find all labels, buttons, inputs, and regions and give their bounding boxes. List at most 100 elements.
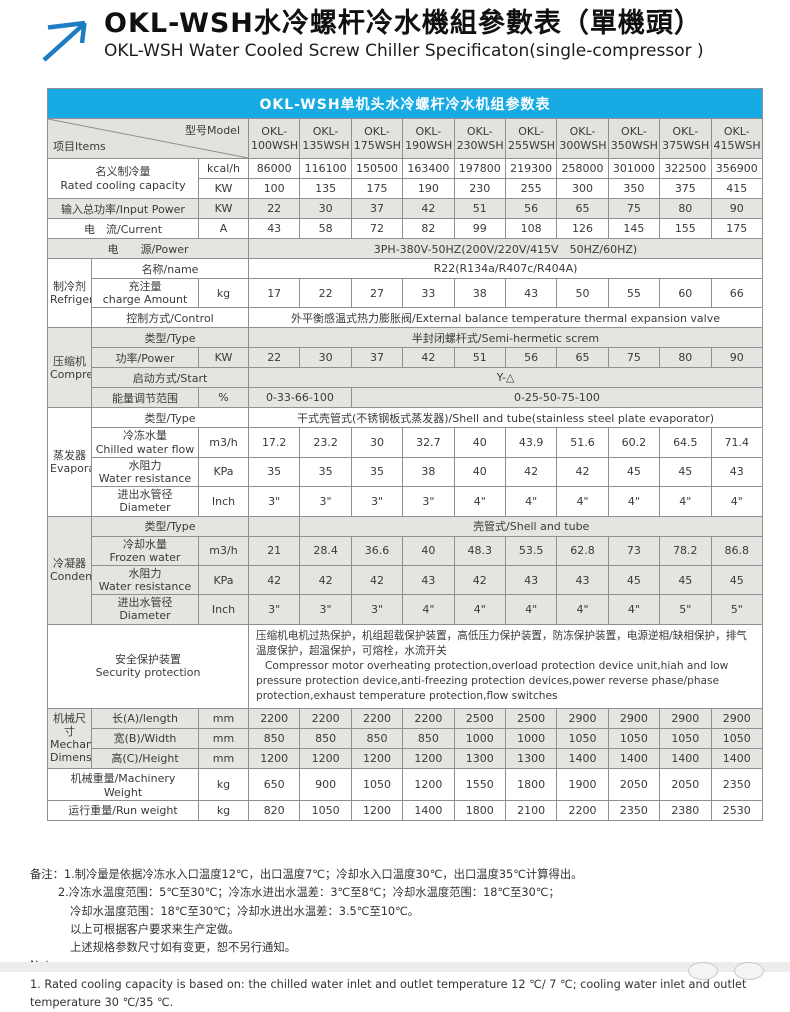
table-row-charge-amount: 充注量 charge Amount kg 17 22 27 33 38 43 50 55 60 6…	[48, 277, 764, 309]
value-cell: 37	[350, 347, 404, 369]
value-cell: 4"	[556, 486, 609, 517]
unit-cell: KPa	[198, 456, 249, 488]
value-cell: 3"	[247, 486, 301, 517]
row-label-evap-diameter: 进出水管径 Diameter	[91, 486, 199, 517]
row-label-evaporator-type: 类型/Type	[91, 407, 249, 429]
row-label-charge-amount: 充注量 charge Amount	[91, 277, 199, 309]
value-cell: 2100	[504, 799, 558, 821]
value-cell: 350	[607, 178, 661, 199]
value-cell: 30	[350, 427, 404, 458]
value-cell: 22	[247, 347, 301, 369]
value-cell: 23.2	[299, 427, 352, 458]
value-cell: 86.8	[710, 535, 764, 566]
value-cell: 38	[453, 277, 506, 309]
value-cell: 175	[710, 218, 764, 239]
value-cell: 2050	[659, 767, 712, 801]
model-header-cell: OKL- 230WSH	[453, 118, 506, 159]
value-cell: 75	[607, 347, 661, 369]
value-cell: 108	[504, 218, 558, 239]
value-cell: 219300	[504, 158, 558, 179]
category-dimensions: 机械尺寸 Mechanical Dimensions	[47, 707, 92, 769]
value-cell: 35	[299, 456, 352, 488]
value-cell: 36.6	[350, 535, 404, 566]
value-cell: 197800	[453, 158, 506, 179]
row-label-current: 电 流/Current	[47, 218, 199, 239]
value-cell: 2380	[659, 799, 712, 821]
value-cell: 1300	[453, 747, 506, 769]
value-cell: 1400	[607, 747, 661, 769]
value-cell: 42	[247, 564, 301, 596]
value-cell: 73	[607, 535, 661, 566]
value-cell: 4"	[659, 486, 712, 517]
value-cell: 1050	[710, 727, 764, 749]
value-cell: 100	[247, 178, 301, 199]
note-line: 上述规格参数尺寸如有变更，恕不另行通知。	[70, 941, 296, 955]
value-cell: R22(R134a/R407c/R404A)	[248, 258, 763, 279]
unit-cell: m3/h	[198, 427, 249, 458]
value-cell: 56	[504, 347, 558, 369]
value-cell: 2530	[710, 799, 764, 821]
unit-cell: kcal/h	[198, 158, 249, 179]
value-cell: 900	[299, 767, 352, 801]
unit-cell: kg	[198, 767, 249, 801]
table-row-height: 高(C)/Height mm 1200 1200 1200 1200 1300 1300 1…	[48, 747, 764, 769]
table-row-width: 宽(B)/Width mm 850 850 850 850 1000 1000 1050 10…	[48, 727, 764, 749]
unit-cell: Inch	[198, 594, 249, 625]
row-label-security: 安全保护装置 Security protection	[47, 623, 249, 709]
row-label-frozen-water: 冷却水量 Frozen water	[91, 535, 199, 566]
table-banner: OKL-WSH单机头水冷螺杆冷水机组参数表	[47, 88, 763, 119]
value-cell: 1800	[504, 767, 558, 801]
row-label-energy-range: 能量调节范围	[91, 387, 199, 409]
table-row-machinery-weight: 机械重量/Machinery Weight kg 650 900 1050 1200 1…	[47, 767, 764, 801]
value-cell: 90	[710, 347, 764, 369]
table-row-evap-water-resistance: 水阻力 Water resistance KPa 35 35 35 38 40 42 42 4…	[48, 456, 764, 488]
value-cell: 43	[504, 277, 558, 309]
value-cell: 80	[659, 347, 712, 369]
value-cell: 40	[453, 427, 506, 458]
table-row-length: 机械尺寸 Mechanical Dimensions 长(A)/length m…	[47, 707, 764, 769]
value-cell: 4"	[504, 594, 558, 625]
row-label-height: 高(C)/Height	[91, 747, 199, 769]
value-cell: 190	[402, 178, 455, 199]
unit-cell: mm	[198, 747, 249, 769]
row-label-capacity: 名义制冷量 Rated cooling capacity	[47, 158, 199, 199]
value-cell: 116100	[299, 158, 352, 179]
row-label-refrigerant-name: 名称/name	[91, 258, 249, 279]
value-cell: 37	[350, 198, 404, 219]
model-header-label: 型号Model	[184, 124, 240, 137]
security-text-en: Compressor motor overheating protection,…	[256, 659, 729, 702]
value-cell: 2350	[710, 767, 764, 801]
value-cell: 2900	[556, 707, 609, 729]
value-cell: 40	[453, 456, 506, 488]
corner-header-cell: 项目Items 型号Model	[47, 118, 249, 159]
note-line: 1. Rated cooling capacity is based on: t…	[30, 977, 747, 1010]
model-header-cell: OKL- 175WSH	[350, 118, 404, 159]
value-cell: 1550	[453, 767, 506, 801]
value-cell: 163400	[402, 158, 455, 179]
value-cell: 820	[247, 799, 301, 821]
value-cell: 60	[659, 277, 712, 309]
value-cell: 28.4	[299, 535, 352, 566]
value-cell: 33	[402, 277, 455, 309]
value-cell: Y-△	[248, 367, 763, 389]
table-row-capacity-kcal: 名义制冷量 Rated cooling capacity kcal/h 8600…	[47, 158, 764, 199]
value-cell: 5"	[659, 594, 712, 625]
value-cell: 30	[299, 347, 352, 369]
value-cell: 3"	[350, 594, 404, 625]
value-cell: 145	[607, 218, 661, 239]
unit-cell: KW	[198, 178, 249, 199]
value-cell: 55	[607, 277, 661, 309]
value-cell: 2200	[556, 799, 609, 821]
model-header-cell: OKL- 100WSH	[247, 118, 301, 159]
note-line: 冷却水温度范围：18℃至30℃；冷却水进出水温差：3.5℃至10℃。	[70, 904, 420, 918]
table-row-current: 电 流/Current A 43 58 72 82 99 108 126 145 155 175	[47, 218, 764, 239]
value-cell: 415	[710, 178, 764, 199]
value-cell: 4"	[710, 486, 764, 517]
table-row-run-weight: 运行重量/Run weight kg 820 1050 1200 1400 1800 21…	[47, 799, 764, 821]
row-label-input-power: 输入总功率/Input Power	[47, 198, 199, 219]
value-cell: 150500	[350, 158, 404, 179]
unit-cell: KPa	[198, 564, 249, 596]
value-cell: 99	[453, 218, 506, 239]
unit-cell: %	[198, 387, 249, 409]
unit-cell: mm	[198, 707, 249, 729]
